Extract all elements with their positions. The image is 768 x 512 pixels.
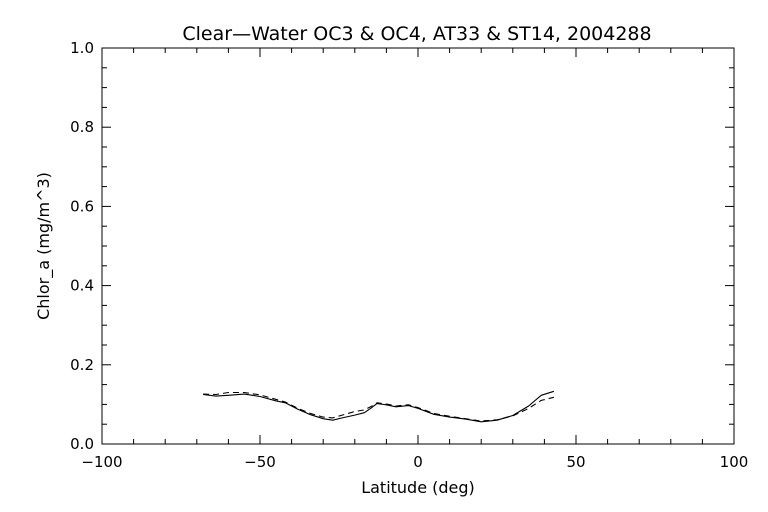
chart-title: Clear—Water OC3 & OC4, AT33 & ST14, 2004… <box>182 23 651 45</box>
y-tick-labels: 0.0 0.2 0.4 0.6 0.8 1.0 <box>70 39 94 453</box>
series-line-solid <box>203 390 555 423</box>
y-tick-label: 0.0 <box>70 435 94 453</box>
y-tick-label: 0.8 <box>70 118 94 136</box>
x-tick-label: 100 <box>720 453 749 471</box>
axis-ticks <box>101 47 735 445</box>
x-tick-label: −50 <box>244 453 276 471</box>
data-series <box>203 390 555 423</box>
x-tick-label: 0 <box>413 453 423 471</box>
y-tick-label: 1.0 <box>70 39 94 57</box>
y-tick-label: 0.6 <box>70 197 94 215</box>
x-tick-labels: −100 −50 0 50 100 <box>81 453 748 471</box>
y-tick-label: 0.4 <box>70 277 94 295</box>
series-line-dashed <box>203 391 555 422</box>
plot-frame <box>101 47 735 445</box>
y-axis-label: Chlor_a (mg/m^3) <box>34 172 54 320</box>
x-tick-label: 50 <box>566 453 585 471</box>
x-axis-label: Latitude (deg) <box>361 478 475 497</box>
y-tick-label: 0.2 <box>70 356 94 374</box>
x-tick-label: −100 <box>81 453 122 471</box>
